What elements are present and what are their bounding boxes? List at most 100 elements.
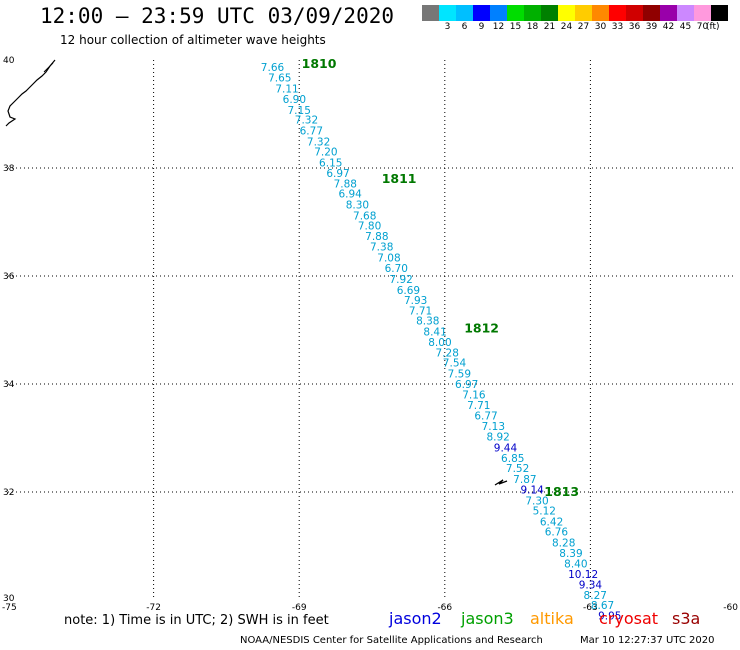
- legend-label: 27: [577, 22, 590, 32]
- legend-label: 12: [492, 22, 505, 32]
- graticule: [8, 60, 736, 600]
- pass-time-label: 1811: [382, 171, 417, 186]
- legend-swatch: [558, 5, 575, 21]
- wave-height-value: 7.68: [353, 210, 376, 222]
- wave-height-value: 6.85: [501, 453, 524, 465]
- wave-height-value: 7.28: [436, 347, 459, 359]
- satellite-name: s3a: [672, 609, 701, 628]
- axis-ticks: -75 -72 -69 -66 -63 -60 40 38 36 34 32 30: [2, 56, 738, 613]
- lon-tick-label: -63: [583, 603, 598, 613]
- wave-height-value: 7.71: [409, 305, 432, 317]
- wave-height-value: 7.08: [377, 252, 400, 264]
- legend-unit: (ft): [706, 22, 720, 32]
- wave-height-value: 7.52: [506, 463, 529, 475]
- wave-height-value: 7.11: [275, 83, 298, 95]
- wave-height-value: 6.70: [385, 263, 408, 275]
- legend-swatch: [524, 5, 541, 21]
- wave-height-value: 6.90: [283, 94, 306, 106]
- legend-label: 45: [679, 22, 692, 32]
- lat-tick-label: 32: [3, 488, 14, 498]
- lon-tick-label: -66: [437, 603, 452, 613]
- legend-swatch: [575, 5, 592, 21]
- map-title: 12:00 – 23:59 UTC 03/09/2020: [40, 4, 395, 28]
- legend-swatch: [490, 5, 507, 21]
- lon-tick-label: -72: [146, 603, 161, 613]
- legend-label: 15: [509, 22, 522, 32]
- wave-height-value: 7.38: [370, 242, 393, 254]
- satellite-name: cryosat: [599, 609, 659, 628]
- wave-height-value: 7.66: [261, 62, 285, 74]
- wave-height-value: 7.30: [525, 495, 548, 507]
- pass-time-label: 1810: [302, 56, 337, 71]
- wave-height-value: 7.32: [295, 115, 318, 127]
- wave-height-value: 9.44: [494, 443, 518, 455]
- wave-height-value: 7.80: [358, 221, 381, 233]
- wave-height-value: 7.59: [448, 369, 471, 381]
- legend-swatch: [507, 5, 524, 21]
- wave-height-value: 6.15: [319, 157, 342, 169]
- wave-height-value: 7.54: [443, 358, 467, 370]
- footer-credit: NOAA/NESDIS Center for Satellite Applica…: [240, 635, 543, 646]
- wave-height-value: 7.65: [268, 73, 291, 85]
- footer-note: note: 1) Time is in UTC; 2) SWH is in fe…: [64, 613, 329, 628]
- legend-swatch: [456, 5, 473, 21]
- legend-swatch: [473, 5, 490, 21]
- wave-height-value: 6.69: [397, 285, 420, 297]
- legend-swatch: [694, 5, 711, 21]
- legend-swatch: [626, 5, 643, 21]
- wave-height-value: 8.00: [428, 337, 451, 349]
- lon-tick-label: -69: [292, 603, 307, 613]
- wave-height-value: 7.20: [314, 147, 337, 159]
- wave-height-value: 7.87: [513, 474, 536, 486]
- lat-tick-label: 40: [3, 56, 15, 66]
- wave-height-value: 6.97: [326, 168, 349, 180]
- track-marker: [494, 479, 508, 486]
- legend-label: 42: [662, 22, 675, 32]
- legend-swatch: [660, 5, 677, 21]
- wave-height-value: 7.88: [334, 178, 357, 190]
- coastline-island: [43, 62, 54, 73]
- satellite-name: jason3: [461, 609, 514, 628]
- pass-time-label: 1813: [544, 484, 579, 499]
- satellite-name: jason2: [389, 609, 442, 628]
- wave-height-value: 8.40: [564, 559, 587, 571]
- legend-swatch: [439, 5, 456, 21]
- wave-height-value: 8.92: [486, 432, 509, 444]
- legend-label: 18: [526, 22, 539, 32]
- wave-height-value: 8.67: [591, 600, 614, 612]
- wave-height-value: 8.30: [346, 200, 369, 212]
- lat-tick-label: 30: [3, 594, 15, 604]
- legend-label: 9: [478, 22, 485, 32]
- legend-swatch: [541, 5, 558, 21]
- map-subtitle: 12 hour collection of altimeter wave hei…: [60, 33, 326, 47]
- legend-label: 21: [543, 22, 556, 32]
- legend-swatch: [422, 5, 439, 21]
- wave-height-value: 9.34: [579, 580, 603, 592]
- legend-label: 30: [594, 22, 607, 32]
- legend-label: 6: [461, 22, 468, 32]
- legend-swatch: [592, 5, 609, 21]
- satellite-track: 7.667.657.116.907.157.326.777.327.206.15…: [261, 56, 622, 622]
- wave-height-value: 7.92: [389, 274, 412, 286]
- color-legend: [422, 5, 728, 21]
- wave-height-value: 7.93: [404, 295, 427, 307]
- satellite-name: altika: [530, 609, 574, 628]
- lon-tick-label: -60: [723, 603, 738, 613]
- legend-swatch: [643, 5, 660, 21]
- wave-height-value: 6.97: [455, 379, 478, 391]
- wave-height-value: 7.15: [288, 105, 311, 117]
- wave-height-value: 6.94: [338, 189, 362, 201]
- lat-tick-label: 34: [3, 380, 15, 390]
- legend-label: 3: [444, 22, 451, 32]
- wave-height-value: 7.16: [462, 390, 486, 402]
- wave-height-value: 6.42: [540, 516, 563, 528]
- legend-label: 24: [560, 22, 573, 32]
- pass-time-label: 1812: [464, 321, 499, 336]
- wave-height-value: 7.32: [307, 136, 330, 148]
- legend-label: 70: [696, 22, 709, 32]
- wave-height-value: 7.13: [482, 421, 505, 433]
- footer-timestamp: Mar 10 12:27:37 UTC 2020: [580, 635, 715, 646]
- legend-label: 33: [611, 22, 624, 32]
- wave-height-value: 10.12: [568, 569, 598, 581]
